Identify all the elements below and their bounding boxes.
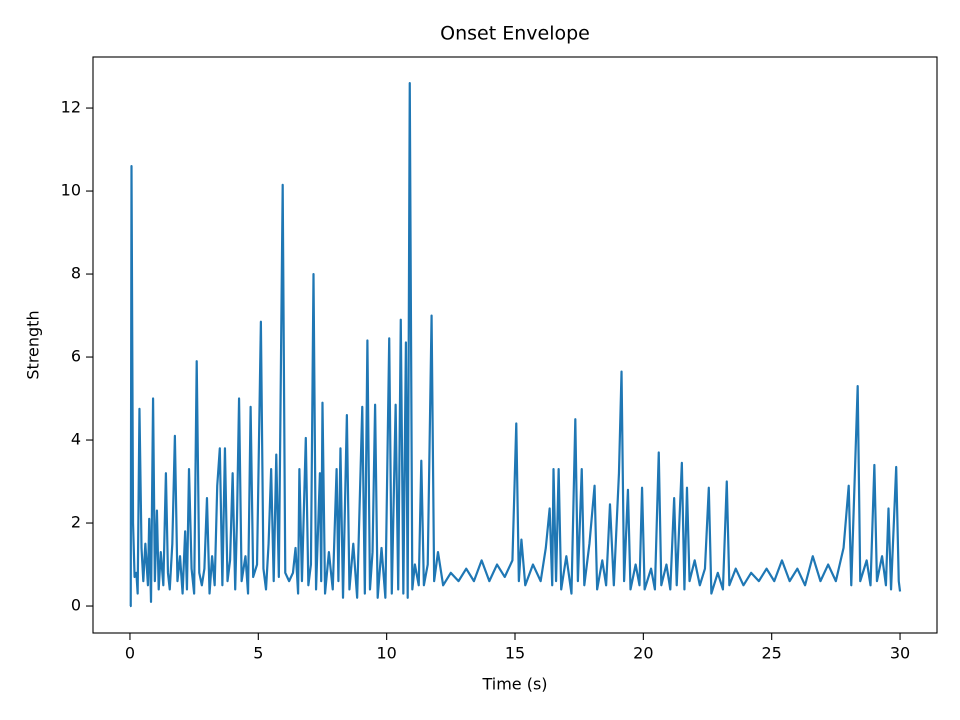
x-tick-label: 5 (253, 644, 263, 663)
x-tick-label: 0 (125, 644, 135, 663)
x-axis-label: Time (s) (481, 675, 547, 694)
y-tick-label: 4 (71, 430, 81, 449)
plot-frame (92, 56, 938, 634)
y-tick-label: 0 (71, 596, 81, 615)
x-tick-label: 30 (890, 644, 910, 663)
y-tick-label: 12 (61, 98, 81, 117)
y-tick-label: 10 (61, 181, 81, 200)
x-tick-label: 20 (633, 644, 653, 663)
x-tick-label: 10 (376, 644, 396, 663)
line (129, 82, 902, 608)
x-tick-label: 25 (762, 644, 782, 663)
y-tick-label: 6 (71, 347, 81, 366)
chart-title: Onset Envelope (440, 23, 590, 45)
y-tick-label: 8 (71, 264, 81, 283)
y-axis-label: Strength (24, 310, 43, 379)
x-tick-label: 15 (505, 644, 525, 663)
y-tick-label: 2 (71, 513, 81, 532)
